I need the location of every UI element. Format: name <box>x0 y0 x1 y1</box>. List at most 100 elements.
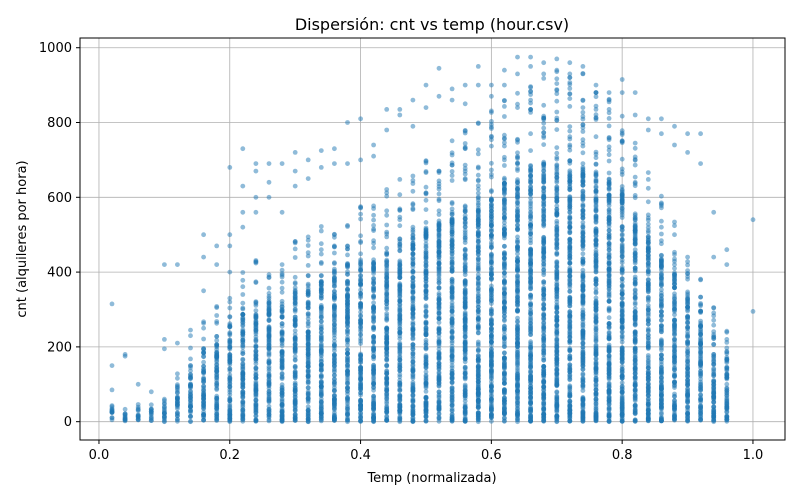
scatter-point <box>345 327 350 333</box>
scatter-point <box>541 412 547 418</box>
scatter-point <box>541 133 547 139</box>
scatter-point <box>410 346 416 352</box>
scatter-point <box>240 300 246 306</box>
scatter-point <box>502 157 507 163</box>
scatter-point <box>358 287 363 293</box>
scatter-point <box>371 206 376 211</box>
scatter-point <box>502 104 507 109</box>
scatter-point <box>554 150 560 156</box>
scatter-point <box>554 81 560 86</box>
scatter-point <box>201 325 207 331</box>
scatter-point <box>541 391 547 397</box>
scatter-point <box>541 296 547 302</box>
scatter-point <box>384 234 390 240</box>
scatter-point <box>502 261 507 267</box>
scatter-point <box>266 291 272 296</box>
scatter-point <box>489 124 494 130</box>
scatter-point <box>410 206 416 211</box>
scatter-point <box>515 405 520 411</box>
scatter-point <box>502 398 507 404</box>
scatter-point <box>345 372 350 377</box>
scatter-point <box>436 249 442 255</box>
scatter-point <box>449 359 455 365</box>
scatter-point <box>358 273 363 278</box>
scatter-point <box>515 400 520 405</box>
scatter-point <box>515 327 520 333</box>
scatter-point <box>332 369 337 375</box>
scatter-point <box>175 417 180 422</box>
scatter-point <box>332 318 337 324</box>
scatter-point <box>384 222 390 228</box>
scatter-point <box>567 104 573 109</box>
scatter-point <box>266 285 272 291</box>
scatter-point <box>528 294 533 300</box>
scatter-point <box>135 402 141 407</box>
scatter-point <box>554 252 560 257</box>
scatter-point <box>502 415 507 421</box>
scatter-point <box>436 389 442 395</box>
scatter-point <box>554 352 560 357</box>
scatter-point <box>489 119 494 124</box>
scatter-point <box>449 346 455 351</box>
scatter-point <box>345 357 350 362</box>
scatter-point <box>318 380 324 386</box>
scatter-point <box>384 330 390 336</box>
scatter-point <box>436 257 442 263</box>
scatter-point <box>528 213 533 219</box>
scatter-point <box>541 244 547 250</box>
scatter-point <box>345 381 350 387</box>
scatter-point <box>397 404 403 410</box>
scatter-point <box>253 259 259 265</box>
scatter-point <box>489 137 494 143</box>
scatter-point <box>528 339 533 345</box>
scatter-point <box>502 326 507 331</box>
scatter-point <box>397 408 403 414</box>
scatter-point <box>397 260 403 265</box>
scatter-point <box>279 298 285 304</box>
scatter-point <box>227 321 233 327</box>
scatter-point <box>371 280 376 286</box>
scatter-point <box>489 277 494 282</box>
scatter-point <box>292 363 298 369</box>
scatter-point <box>528 237 533 243</box>
scatter-point <box>175 384 180 390</box>
scatter-point <box>449 201 455 207</box>
scatter-point <box>515 391 520 397</box>
scatter-point <box>397 360 403 366</box>
scatter-point <box>410 375 416 381</box>
scatter-point <box>515 90 520 96</box>
scatter-point <box>541 238 547 244</box>
scatter-point <box>266 366 272 371</box>
scatter-point <box>541 267 547 273</box>
scatter-point <box>305 316 311 322</box>
scatter-point <box>253 388 259 393</box>
scatter-point <box>528 394 533 400</box>
scatter-point <box>305 419 311 425</box>
scatter-point <box>462 340 468 346</box>
scatter-point <box>397 321 403 327</box>
scatter-point <box>175 371 180 377</box>
scatter-point <box>397 394 403 400</box>
scatter-point <box>279 374 285 380</box>
scatter-point <box>266 300 272 305</box>
scatter-point <box>371 340 376 345</box>
scatter-point <box>541 261 547 267</box>
scatter-point <box>410 275 416 281</box>
scatter-point <box>371 238 376 244</box>
scatter-point <box>371 415 376 420</box>
scatter-point <box>240 284 246 290</box>
scatter-point <box>554 261 560 266</box>
scatter-point <box>462 215 468 221</box>
scatter-point <box>423 345 429 351</box>
scatter-point <box>371 325 376 331</box>
scatter-point <box>462 224 468 230</box>
scatter-point <box>423 207 429 213</box>
scatter-point <box>227 314 233 319</box>
scatter-point <box>345 280 350 286</box>
scatter-point <box>567 236 573 242</box>
scatter-point <box>279 307 285 313</box>
scatter-point <box>358 398 363 404</box>
scatter-point <box>384 315 390 321</box>
scatter-point <box>541 201 547 207</box>
